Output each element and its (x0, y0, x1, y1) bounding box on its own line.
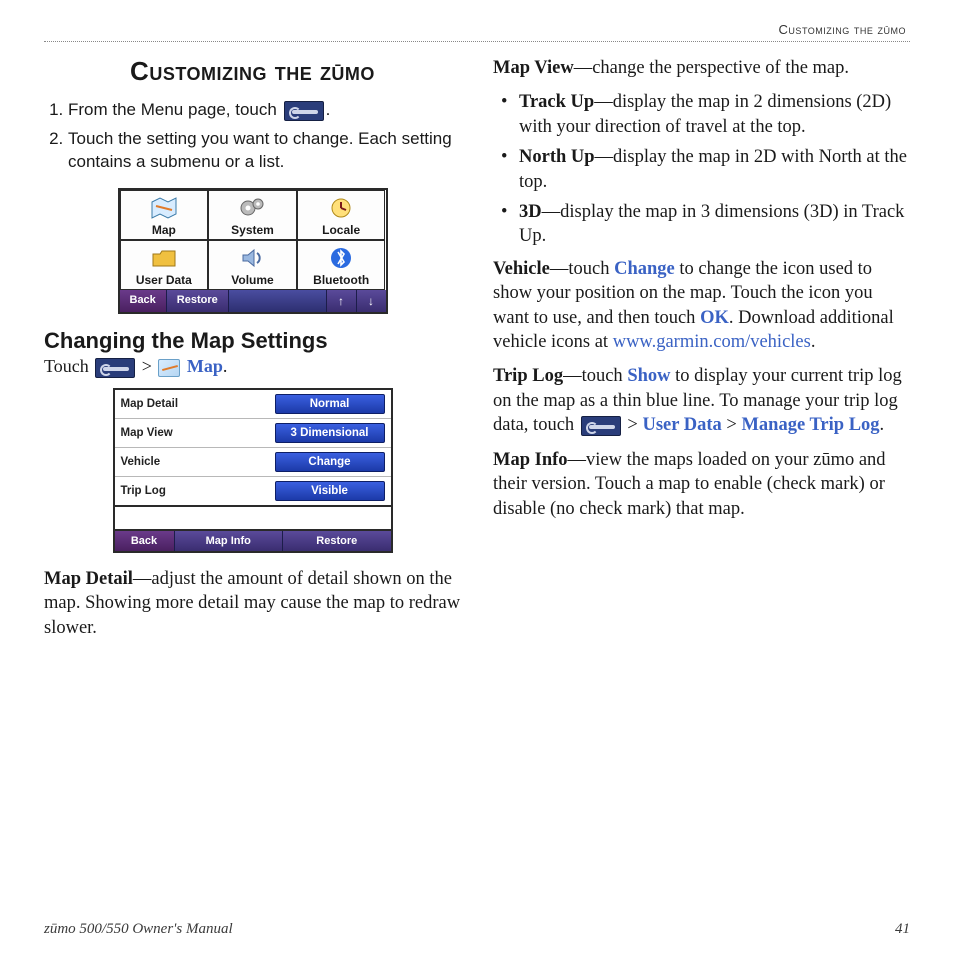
settings-cell-map[interactable]: Map (120, 190, 209, 240)
footer-page-number: 41 (895, 921, 910, 938)
map-settings-screenshot: Map Detail Normal Map View 3 Dimensional… (113, 388, 393, 553)
step-2: Touch the setting you want to change. Ea… (68, 128, 461, 174)
mapview-text: —change the perspective of the map. (574, 58, 849, 78)
mapview-bullets: Track Up—display the map in 2 dimensions… (493, 90, 910, 248)
ok-link: OK (700, 308, 729, 328)
map-detail-lead: Map Detail (44, 569, 133, 589)
map-icon (149, 195, 179, 221)
vehicle-a: —touch (550, 259, 614, 279)
vehicle-paragraph: Vehicle—touch Change to change the icon … (493, 257, 910, 355)
restore-button[interactable]: Restore (167, 290, 229, 312)
maplist-label: Vehicle (121, 456, 161, 468)
subsection-title: Changing the Map Settings (44, 328, 461, 354)
step-1: From the Menu page, touch . (68, 99, 461, 122)
userdata-link: User Data (642, 415, 721, 435)
steps-list: From the Menu page, touch . Touch the se… (44, 99, 461, 174)
touch-breadcrumb: Touch > Map. (44, 356, 461, 378)
mapview-lead: Map View (493, 58, 574, 78)
change-link: Change (614, 259, 675, 279)
scroll-up-button[interactable]: ↑ (326, 290, 356, 312)
triplog-lead: Trip Log (493, 366, 563, 386)
maplist-row[interactable]: Vehicle Change (115, 448, 391, 477)
bullet-northup: North Up—display the map in 2D with Nort… (499, 145, 910, 194)
touch-a: Touch (44, 356, 93, 376)
settings-cell-userdata-label: User Data (123, 273, 206, 287)
maplist-footer: Back Map Info Restore (115, 531, 391, 551)
settings-cell-bluetooth[interactable]: Bluetooth (297, 240, 386, 290)
settings-cell-locale-label: Locale (300, 223, 383, 237)
show-link: Show (627, 366, 670, 386)
settings-cell-volume-label: Volume (211, 273, 294, 287)
folder-icon (149, 245, 179, 271)
wrench-icon (581, 416, 621, 436)
bullet-trackup: Track Up—display the map in 2 dimensions… (499, 90, 910, 139)
maplist-row[interactable]: Trip Log Visible (115, 477, 391, 507)
running-head: Customizing the zūmo (44, 22, 910, 37)
triplog-paragraph: Trip Log—touch Show to display your curr… (493, 364, 910, 437)
maplist-value[interactable]: Normal (275, 394, 385, 414)
settings-cell-system-label: System (211, 223, 294, 237)
triplog-a: —touch (563, 366, 627, 386)
bullet-lead: Track Up (519, 92, 594, 112)
restore-button[interactable]: Restore (283, 531, 391, 551)
bullet-text: —display the map in 3 dimensions (3D) in… (519, 202, 904, 246)
back-button[interactable]: Back (120, 290, 167, 312)
bullet-lead: 3D (519, 202, 542, 222)
wrench-icon (284, 101, 324, 121)
map-detail-paragraph: Map Detail—adjust the amount of detail s… (44, 567, 461, 640)
garmin-url[interactable]: www.garmin.com/vehicles (613, 332, 811, 352)
maplist-row[interactable]: Map View 3 Dimensional (115, 419, 391, 448)
mapinfo-button[interactable]: Map Info (175, 531, 284, 551)
maplist-value[interactable]: Visible (275, 481, 385, 501)
settings-cell-bluetooth-label: Bluetooth (300, 273, 383, 287)
settings-cell-locale[interactable]: Locale (297, 190, 386, 240)
maplist-value[interactable]: Change (275, 452, 385, 472)
step-1-text-b: . (326, 100, 331, 119)
gear-icon (237, 195, 267, 221)
footer-left: zūmo 500/550 Owner's Manual (44, 921, 233, 938)
step-1-text-a: From the Menu page, touch (68, 100, 282, 119)
left-column: Customizing the zūmo From the Menu page,… (44, 56, 461, 650)
two-column-layout: Customizing the zūmo From the Menu page,… (44, 56, 910, 650)
settings-cell-system[interactable]: System (208, 190, 297, 240)
touch-end: . (223, 356, 228, 376)
section-title: Customizing the zūmo (44, 56, 461, 87)
mapview-paragraph: Map View—change the perspective of the m… (493, 56, 910, 80)
wrench-icon (95, 358, 135, 378)
maplist-value[interactable]: 3 Dimensional (275, 423, 385, 443)
map-icon (158, 359, 180, 377)
mapinfo-paragraph: Map Info—view the maps loaded on your zū… (493, 448, 910, 521)
vehicle-d: . (811, 332, 816, 352)
bullet-3d: 3D—display the map in 3 dimensions (3D) … (499, 200, 910, 249)
right-column: Map View—change the perspective of the m… (493, 56, 910, 650)
settings-panel-screenshot: Map System Locale User Data Volume (118, 188, 388, 314)
clock-icon (326, 195, 356, 221)
maplist-blank (115, 507, 391, 531)
speaker-icon (237, 245, 267, 271)
back-button[interactable]: Back (115, 531, 175, 551)
dotted-rule (44, 41, 910, 42)
maplist-label: Map Detail (121, 398, 179, 410)
maplist-label: Trip Log (121, 485, 166, 497)
settings-panel-footer: Back Restore ↑ ↓ (120, 290, 386, 312)
mapinfo-lead: Map Info (493, 450, 568, 470)
managetrip-link: Manage Trip Log (741, 415, 879, 435)
maplist-label: Map View (121, 427, 173, 439)
triplog-sep1: > (623, 415, 643, 435)
touch-sep: > (137, 356, 156, 376)
bullet-lead: North Up (519, 147, 595, 167)
settings-cell-volume[interactable]: Volume (208, 240, 297, 290)
page-footer: zūmo 500/550 Owner's Manual 41 (44, 921, 910, 938)
scroll-down-button[interactable]: ↓ (356, 290, 386, 312)
triplog-sep2: > (722, 415, 742, 435)
vehicle-lead: Vehicle (493, 259, 550, 279)
maplist-row[interactable]: Map Detail Normal (115, 390, 391, 419)
triplog-d: . (880, 415, 885, 435)
touch-map-link: Map (187, 356, 223, 376)
bluetooth-icon (326, 245, 356, 271)
settings-cell-map-label: Map (123, 223, 206, 237)
settings-cell-userdata[interactable]: User Data (120, 240, 209, 290)
